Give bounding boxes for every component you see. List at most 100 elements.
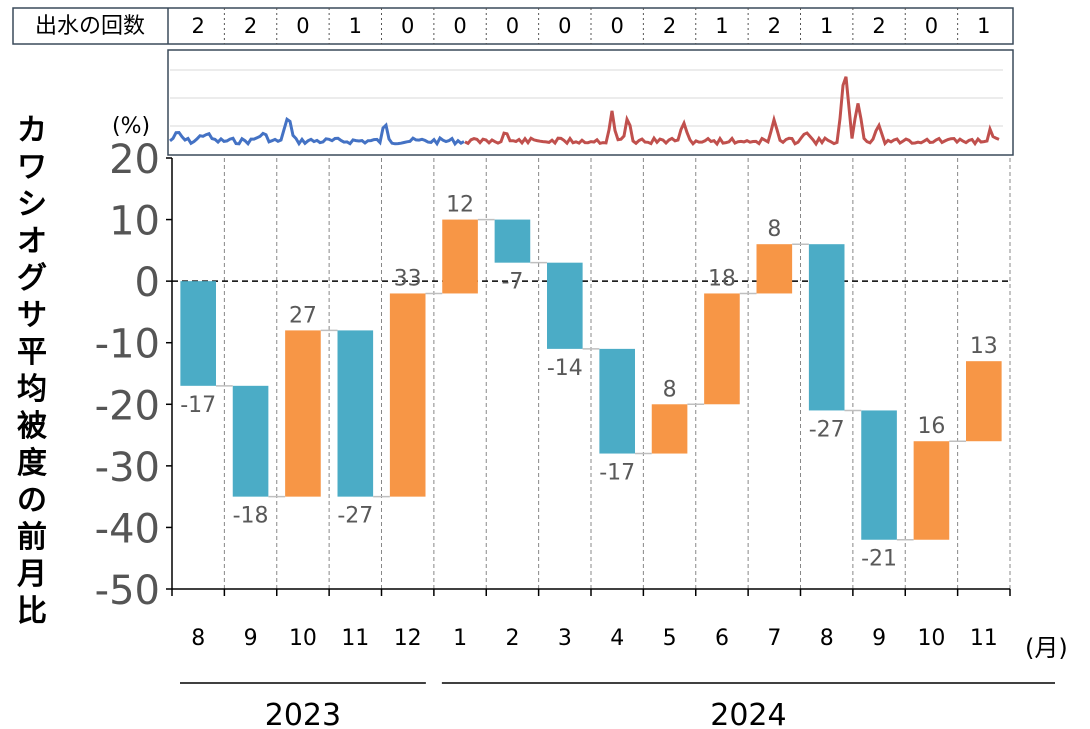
decrease-bar	[808, 244, 845, 411]
increase-bar	[285, 330, 321, 497]
discharge-inset: (%)	[112, 49, 1014, 156]
decrease-bar	[232, 385, 269, 497]
x-tick-label: 1	[453, 626, 467, 651]
bar-labels: -17 -18 27 -27 33 12 -7 -14 -17 8 18 8 -27 -21 16 13	[180, 193, 998, 572]
decrease-bar	[180, 281, 216, 386]
x-tick-label: 11	[970, 626, 998, 651]
y-axis-title-char: 前	[17, 520, 47, 555]
vertical-gridlines	[223, 158, 1011, 589]
flood-count-label: 出水の回数	[35, 14, 145, 39]
y-tick-label: 0	[135, 260, 160, 306]
bar-value-label: -21	[861, 547, 897, 572]
flood-count-value: 1	[820, 14, 833, 38]
flood-count-value: 0	[925, 14, 938, 38]
y-axis-title-char: オ	[17, 224, 47, 259]
y-axis-title-char: ワ	[17, 150, 47, 185]
flood-count-value: 0	[401, 14, 414, 38]
bar-value-label: 12	[446, 193, 474, 218]
x-tick-label: 12	[394, 626, 422, 651]
y-axis-title-char: グ	[17, 261, 47, 296]
bar-value-label: 27	[289, 303, 317, 328]
year-group-label: 2023	[265, 698, 341, 729]
year-group-label: 2024	[710, 698, 786, 729]
flood-count-value: 2	[768, 14, 781, 38]
flood-count-value: 2	[872, 14, 885, 38]
increase-bar	[966, 361, 1002, 442]
y-axis-title-char: 平	[17, 335, 47, 370]
y-axis-title-char: カ	[17, 113, 47, 148]
x-tick-label: 3	[558, 626, 572, 651]
y-axis-title-char: 度	[17, 446, 47, 481]
flood-count-value: 2	[663, 14, 676, 38]
flood-count-value: 0	[558, 14, 571, 38]
bars	[180, 219, 1002, 540]
x-tick-label: 9	[244, 626, 258, 651]
flood-count-value: 2	[244, 14, 257, 38]
decrease-bar	[494, 219, 531, 263]
decrease-bar	[599, 348, 635, 454]
bar-value-label: -27	[337, 504, 373, 529]
increase-bar	[704, 293, 740, 405]
y-axis-title-char: 被	[17, 409, 47, 444]
x-tick-label: 10	[917, 626, 945, 651]
x-axis: 8 9 10 11 12 1 2 3 4 5 6 7 8 9 10 11	[171, 588, 1011, 651]
bar-value-label: -17	[599, 461, 635, 486]
y-tick-label: -30	[95, 445, 160, 491]
flood-count-value: 1	[977, 14, 990, 38]
y-axis-title-char: 月	[17, 557, 47, 592]
y-axis-title-char: サ	[17, 298, 47, 333]
year-groups: 2023 2024	[180, 682, 1055, 729]
increase-bar	[389, 293, 426, 497]
flood-count-value: 0	[506, 14, 519, 38]
y-axis-title: カワシオグサ平均被度の前月比	[17, 113, 47, 629]
increase-bar	[756, 244, 793, 294]
increase-bar	[913, 441, 950, 540]
bar-value-label: -27	[809, 417, 845, 442]
bar-value-label: 8	[663, 377, 677, 402]
flood-count-table: 出水の回数 2 2 0 1 0 0 0 0 0 2 1 2 1 2 0 1	[12, 7, 1014, 45]
increase-bar	[651, 404, 688, 454]
x-tick-label: 5	[663, 626, 677, 651]
x-axis-unit: (月)	[1025, 634, 1068, 662]
y-axis-title-char: シ	[17, 187, 47, 222]
x-tick-label: 7	[767, 626, 781, 651]
bar-value-label: -7	[501, 270, 523, 295]
bar-value-label: 13	[970, 334, 998, 359]
bar-value-label: 33	[394, 266, 422, 291]
inset-series-2024	[464, 76, 1000, 147]
bar-value-label: -17	[180, 393, 216, 418]
bar-value-label: 8	[767, 217, 781, 242]
x-tick-label: 10	[289, 626, 317, 651]
x-tick-label: 6	[715, 626, 729, 651]
flood-count-value: 0	[296, 14, 309, 38]
x-tick-label: 8	[191, 626, 205, 651]
inset-series-2023	[169, 116, 465, 147]
x-tick-label: 2	[505, 626, 519, 651]
y-tick-label: -50	[95, 568, 160, 614]
x-tick-label: 11	[341, 626, 369, 651]
y-tick-label: -10	[95, 322, 160, 368]
increase-bar	[442, 219, 478, 294]
inset-gridlines	[170, 69, 1003, 127]
x-tick-label: 4	[610, 626, 624, 651]
y-axis-title-char: 比	[17, 594, 47, 629]
bar-value-label: -18	[233, 504, 269, 529]
bar-value-label: 18	[708, 266, 736, 291]
y-axis: 20 10 0 -10 -20 -30 -40 -50	[95, 137, 1010, 614]
x-tick-label: 9	[872, 626, 886, 651]
decrease-bar	[861, 410, 897, 540]
decrease-bar	[547, 262, 583, 349]
bar-value-label: -14	[547, 356, 583, 381]
y-tick-label: 10	[109, 199, 160, 245]
y-tick-label: 20	[109, 137, 160, 183]
y-axis-title-char: 均	[17, 372, 47, 407]
inset-unit-label: (%)	[112, 114, 150, 139]
y-axis-title-text: カワシオグサ平均被度の前月比	[17, 113, 47, 629]
flood-count-value: 2	[192, 14, 205, 38]
y-tick-label: -40	[95, 506, 160, 552]
flood-count-value: 0	[453, 14, 466, 38]
y-tick-label: -20	[95, 383, 160, 429]
x-tick-label: 8	[820, 626, 834, 651]
connectors	[215, 218, 967, 541]
